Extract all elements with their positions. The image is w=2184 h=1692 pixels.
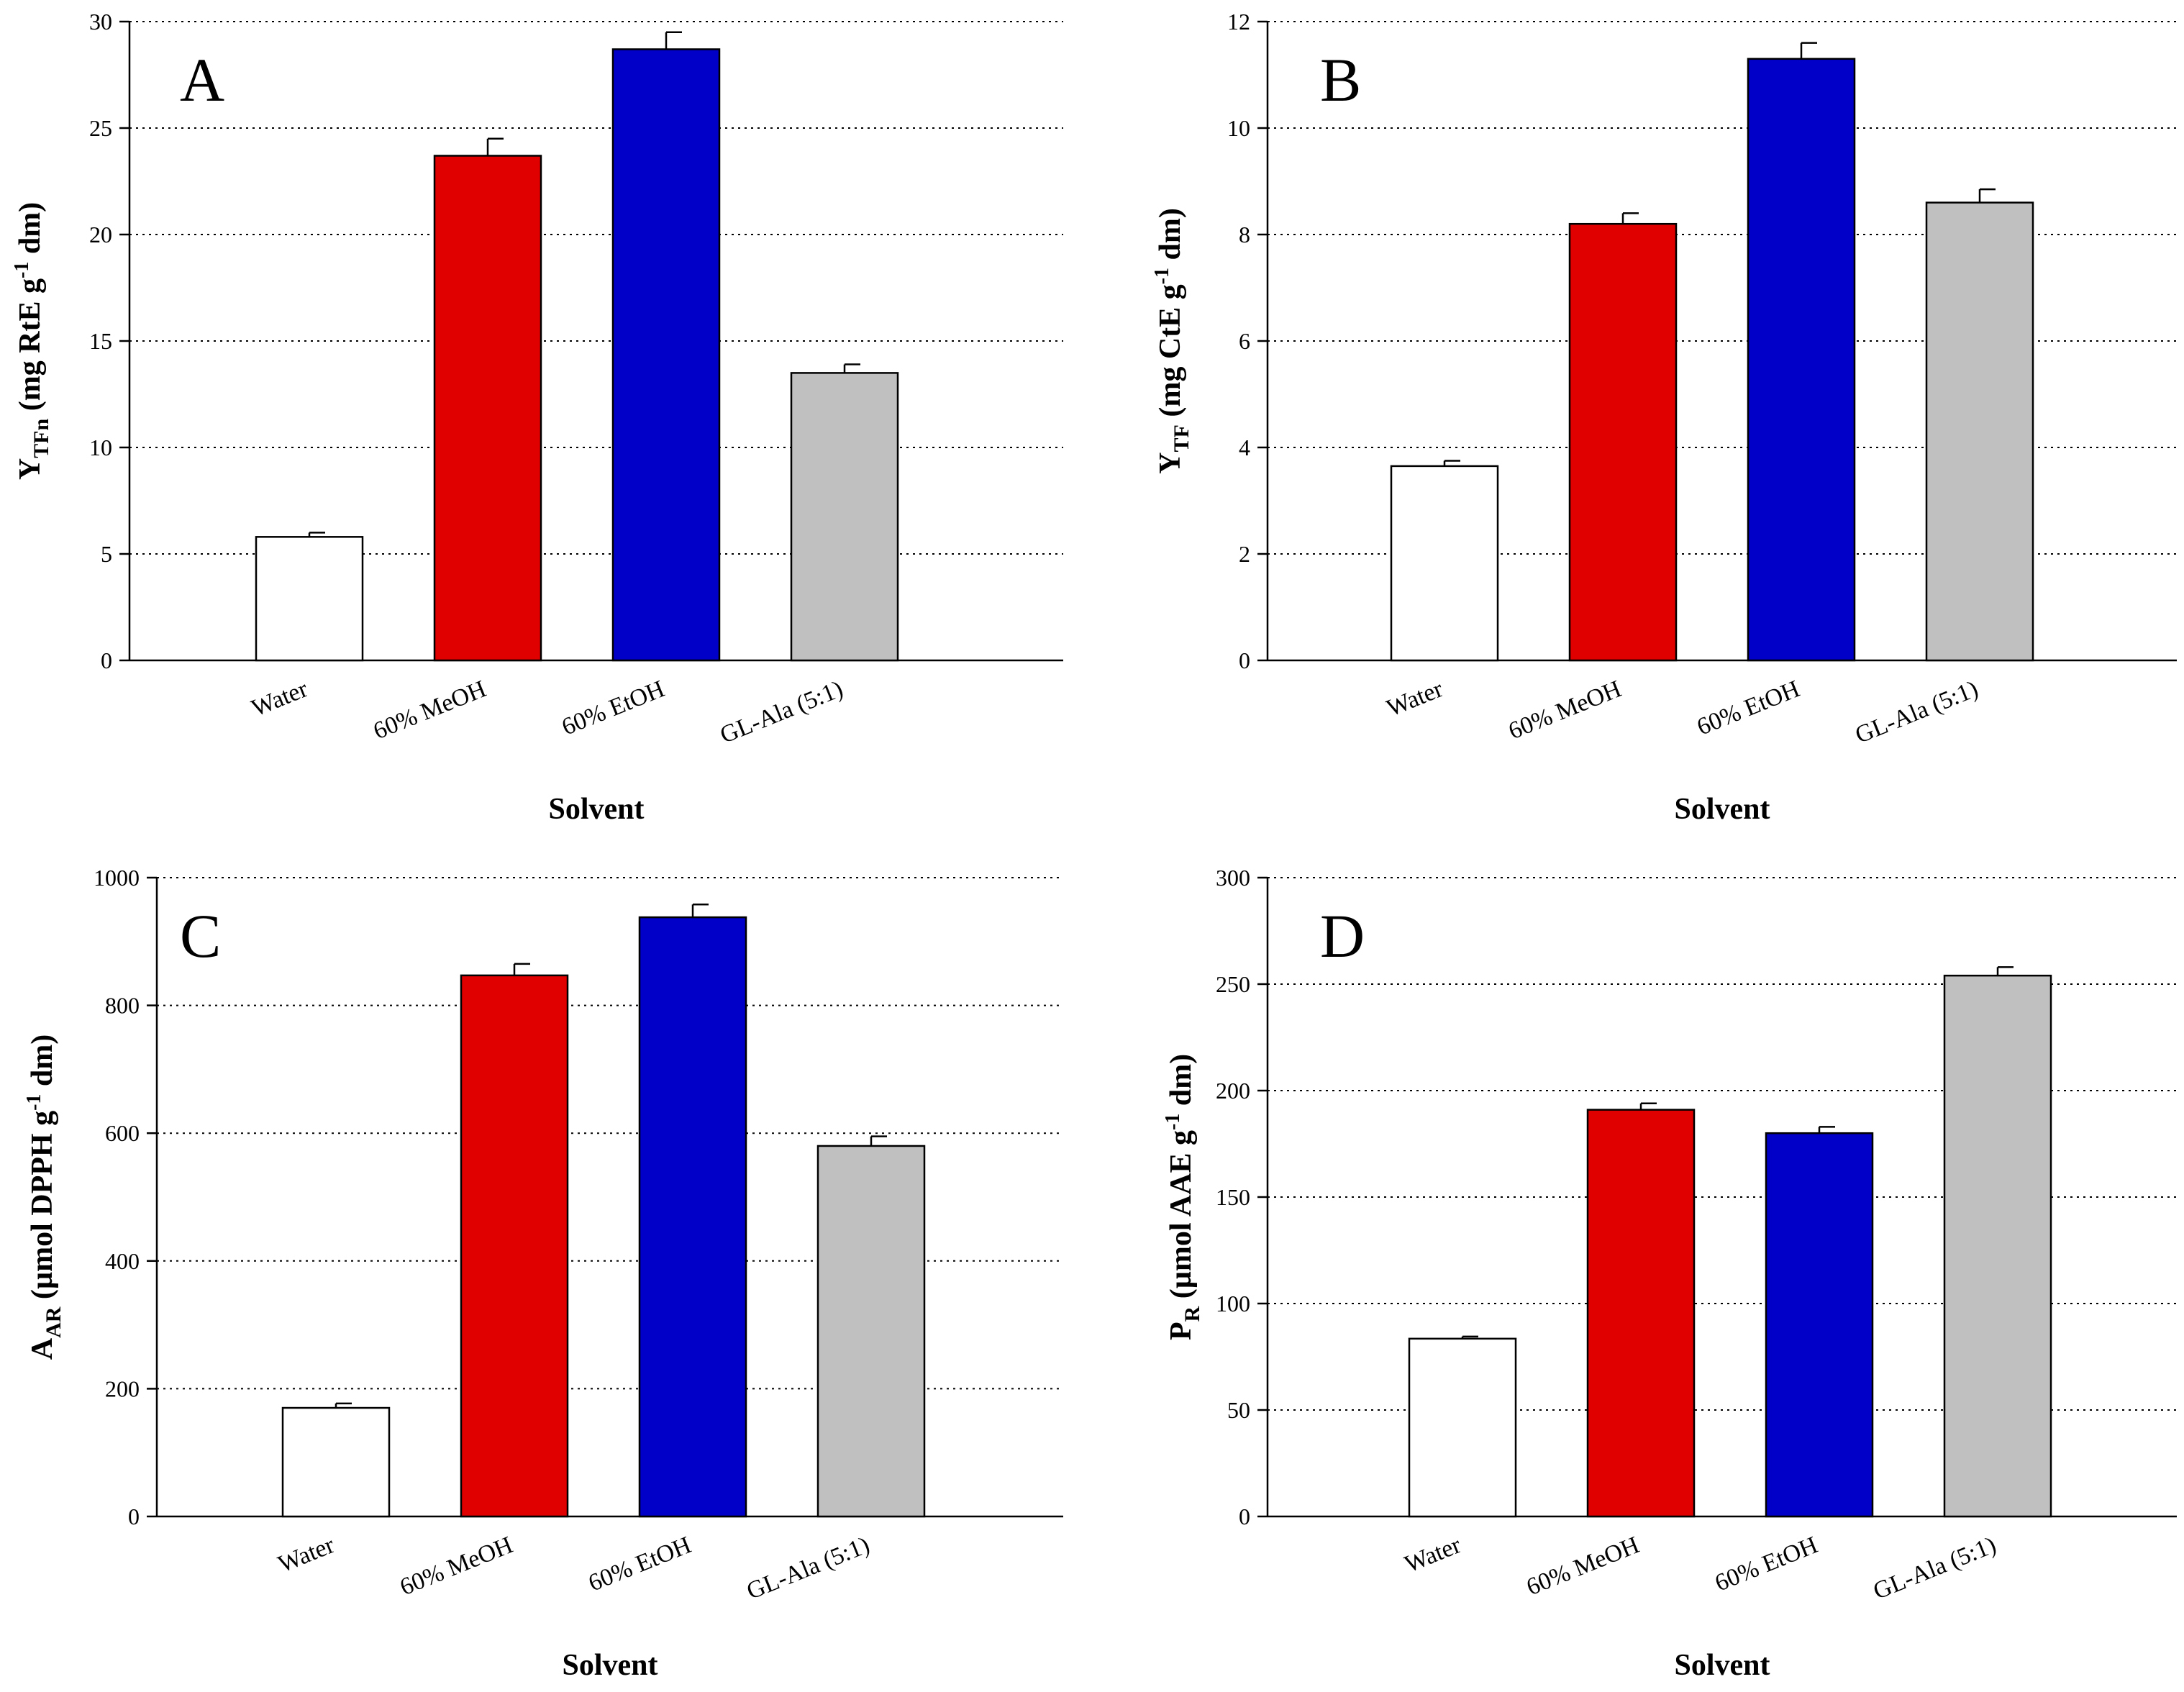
- y-tick-label: 8: [1239, 222, 1250, 247]
- y-tick-label: 150: [1216, 1184, 1250, 1210]
- x-tick-label: 60% MeOH: [370, 676, 490, 745]
- y-tick-label: 10: [89, 435, 112, 460]
- y-tick-label: 600: [105, 1120, 140, 1146]
- x-tick-label: 60% EtOH: [558, 676, 668, 741]
- x-tick-label: 60% MeOH: [396, 1532, 517, 1601]
- y-tick-label: 6: [1239, 328, 1250, 354]
- panel-c: 0 200 400 600 800 1000 Water 60% MeOH 60% EtOH GL…: [23, 865, 1063, 1682]
- x-tick-label: GL-Ala (5:1): [743, 1532, 873, 1605]
- x-tick-label: Water: [275, 1532, 339, 1578]
- bar-gl-ala-5-1: [1943, 974, 2052, 1518]
- y-tick-label: 0: [101, 647, 112, 673]
- y-tick-label: 0: [1239, 1504, 1250, 1529]
- y-tick-label: 12: [1227, 9, 1250, 35]
- panel-letter: A: [180, 45, 224, 114]
- bar-water: [1390, 465, 1499, 662]
- y-axis-label: AAR (µmol DPPH g-1 dm): [23, 1034, 65, 1360]
- bar-60-etoh: [611, 48, 721, 662]
- y-tick-label: 400: [105, 1248, 140, 1274]
- bar-60-meoh: [1568, 222, 1678, 662]
- panel-letter: C: [180, 901, 221, 970]
- bar-60-meoh: [433, 155, 542, 662]
- x-axis-label: Solvent: [562, 1649, 658, 1682]
- bar-water: [255, 536, 364, 662]
- x-tick-label: 60% MeOH: [1523, 1532, 1643, 1601]
- y-axis-label: YTFn (mg RtE g-1 dm): [11, 202, 53, 480]
- bar-60-meoh: [460, 974, 569, 1518]
- x-tick-label: GL-Ala (5:1): [1870, 1532, 2000, 1605]
- y-tick-label: 200: [1216, 1078, 1250, 1104]
- x-axis-label: Solvent: [548, 793, 644, 826]
- y-tick-label: 200: [105, 1375, 140, 1401]
- y-tick-label: 50: [1227, 1397, 1250, 1423]
- x-axis-label: Solvent: [1674, 793, 1770, 826]
- y-tick-label: 0: [128, 1504, 140, 1529]
- panel-letter: D: [1320, 901, 1365, 970]
- x-tick-label: 60% EtOH: [1711, 1532, 1821, 1597]
- y-tick-label: 0: [1239, 647, 1250, 673]
- y-axis-label: PR (µmol AAE g-1 dm): [1162, 1054, 1204, 1340]
- panel-d: 0 50 100 150 200 250 300 Water 60% MeOH 60% EtOH G…: [1162, 865, 2177, 1682]
- y-tick-label: 100: [1216, 1291, 1250, 1316]
- x-tick-label: GL-Ala (5:1): [716, 676, 847, 749]
- x-tick-label: Water: [248, 676, 312, 722]
- bar-60-meoh: [1586, 1109, 1696, 1518]
- y-axis-label: YTF (mg CtE g-1 dm): [1151, 208, 1193, 474]
- bar-gl-ala-5-1: [790, 372, 899, 662]
- panel-a: 0 5 10 15 20 25 30 Water 60% MeOH 60% EtOH GL-Ala …: [11, 9, 1063, 826]
- bar-water: [281, 1406, 391, 1518]
- panel-b: 0 2 4 6 8 10 12 Water 60% MeOH 60% EtOH GL-Ala (5:…: [1151, 9, 2177, 826]
- y-tick-label: 15: [89, 328, 112, 354]
- bar-60-etoh: [1747, 58, 1856, 662]
- bar-gl-ala-5-1: [816, 1145, 926, 1518]
- x-axis-label: Solvent: [1674, 1649, 1770, 1682]
- y-tick-label: 5: [101, 541, 112, 567]
- panel-letter: B: [1320, 45, 1361, 114]
- x-tick-label: GL-Ala (5:1): [1852, 676, 1982, 749]
- y-tick-label: 2: [1239, 541, 1250, 567]
- x-tick-label: 60% EtOH: [585, 1532, 695, 1597]
- x-tick-label: 60% EtOH: [1693, 676, 1803, 741]
- bar-60-etoh: [1765, 1132, 1874, 1518]
- bar-gl-ala-5-1: [1925, 201, 2034, 662]
- y-tick-label: 300: [1216, 865, 1250, 891]
- bar-60-etoh: [638, 916, 747, 1518]
- bar-water: [1408, 1337, 1517, 1518]
- x-tick-label: Water: [1383, 676, 1447, 722]
- y-tick-label: 1000: [94, 865, 140, 891]
- y-tick-label: 800: [105, 993, 140, 1019]
- y-tick-label: 20: [89, 222, 112, 247]
- y-tick-label: 30: [89, 9, 112, 35]
- x-tick-label: Water: [1401, 1532, 1465, 1578]
- x-tick-label: 60% MeOH: [1505, 676, 1625, 745]
- y-tick-label: 250: [1216, 971, 1250, 997]
- y-tick-label: 25: [89, 115, 112, 141]
- y-tick-label: 4: [1239, 435, 1250, 460]
- y-tick-label: 10: [1227, 115, 1250, 141]
